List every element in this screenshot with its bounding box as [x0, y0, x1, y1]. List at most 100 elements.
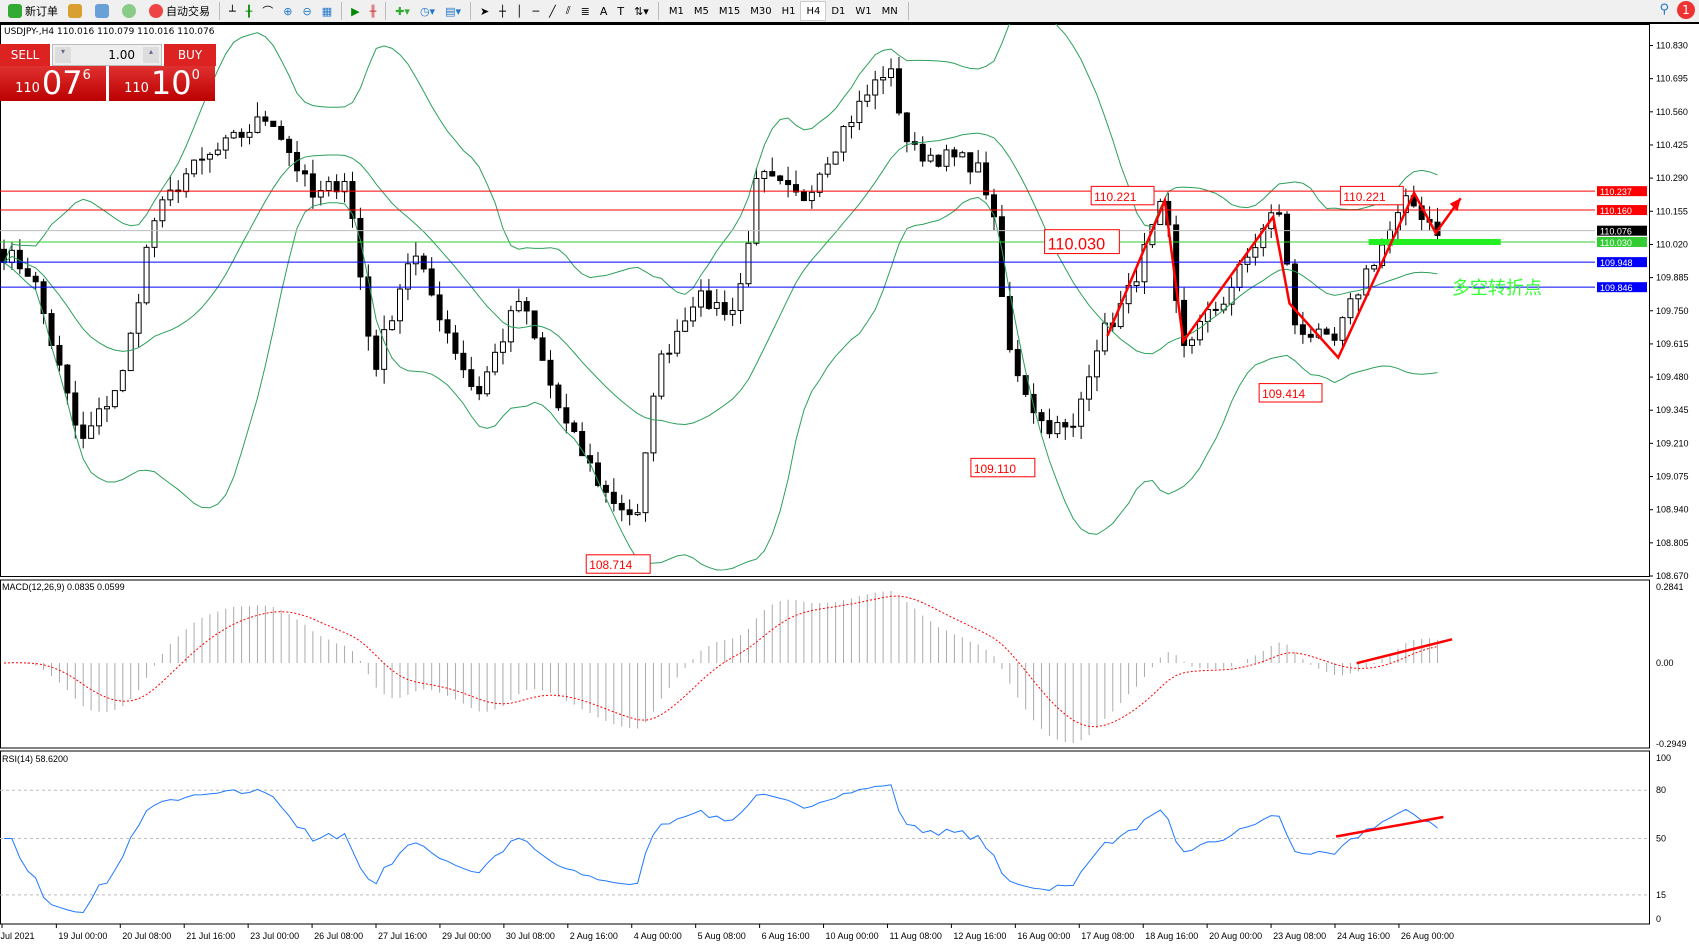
lot-size-input[interactable]: 1.00 ▾ ▴: [52, 44, 162, 66]
search-icon[interactable]: ⚲: [1659, 2, 1669, 17]
lot-decrease-button[interactable]: ▾: [55, 47, 71, 63]
auto-trading-icon: [149, 4, 163, 18]
timeframe-m30[interactable]: M30: [750, 5, 772, 17]
trendline-tool[interactable]: ╱: [549, 4, 556, 18]
line-chart-button[interactable]: ⌒: [262, 5, 274, 18]
separator: [385, 2, 387, 20]
price-tag: [1597, 236, 1647, 247]
timeframe-d1[interactable]: D1: [831, 5, 846, 17]
candle-body: [183, 173, 190, 193]
timeframe-h4[interactable]: H4: [800, 1, 827, 21]
indicators-button[interactable]: ✚▾: [395, 4, 410, 18]
timeframe-m1[interactable]: M1: [668, 5, 684, 17]
candle-body: [832, 151, 839, 165]
zoom-out-button[interactable]: ⊖: [302, 4, 312, 18]
candle-body: [793, 184, 799, 193]
text-tool[interactable]: A: [599, 4, 608, 18]
time-axis-label: 16 Jul 2021: [0, 931, 35, 941]
signals-button[interactable]: [118, 1, 143, 21]
timeframe-h1[interactable]: H1: [781, 5, 796, 17]
price-axis-label: 110.020: [1656, 239, 1688, 249]
candle-body: [729, 309, 736, 315]
candle-body: [824, 163, 831, 175]
fibonacci-tool[interactable]: ≣: [580, 4, 590, 18]
price-annotation-box: [1090, 185, 1155, 206]
time-axis-label: 5 Aug 08:00: [698, 931, 746, 941]
candle-body: [333, 181, 340, 193]
crosshair-tool[interactable]: ┼: [499, 4, 506, 18]
candle-body: [103, 406, 110, 410]
price-tag: [1597, 225, 1647, 236]
timeframe-m15[interactable]: M15: [718, 5, 741, 17]
arrows-tool[interactable]: ⇅▾: [634, 4, 649, 18]
timeframe-m5[interactable]: M5: [693, 5, 709, 17]
signals-icon: [122, 4, 136, 18]
candle-body: [206, 153, 213, 160]
candle-body: [507, 310, 514, 343]
time-axis-label: 12 Aug 16:00: [953, 931, 1006, 941]
candle-body: [397, 288, 403, 322]
candle-body: [531, 310, 538, 339]
candlestick-button[interactable]: ╂: [245, 4, 253, 18]
tile-windows-button[interactable]: ▦: [321, 4, 333, 18]
timeframe-w1[interactable]: W1: [855, 5, 872, 17]
candle-body: [246, 131, 253, 138]
candle-body: [1014, 349, 1021, 377]
price-annotation: 110.221: [1094, 190, 1137, 204]
vertical-line-tool[interactable]: │: [515, 4, 523, 18]
autoscroll-button[interactable]: ▶: [351, 4, 360, 18]
candle-body: [436, 294, 443, 321]
bollinger-upper: [3, 24, 1438, 295]
price-axis-label: 108.940: [1656, 505, 1689, 515]
sell-button[interactable]: SELL: [0, 44, 50, 66]
candle-body: [341, 181, 348, 193]
lot-increase-button[interactable]: ▴: [143, 47, 159, 63]
candle-body: [959, 152, 966, 158]
candle-body: [222, 137, 229, 151]
new-order-icon: [8, 4, 22, 18]
buy-price[interactable]: 110 10 0: [109, 66, 215, 101]
candle-body: [1093, 350, 1100, 378]
time-axis-label: 16 Aug 00:00: [1017, 931, 1070, 941]
chart-shift-button[interactable]: ╫: [369, 4, 377, 18]
buy-button[interactable]: BUY: [164, 44, 216, 66]
candle-body: [808, 191, 815, 202]
candle-body: [1070, 425, 1077, 428]
periods-button[interactable]: ◷▾: [419, 4, 436, 18]
channel-tool[interactable]: ⫽: [565, 4, 571, 17]
price-annotation-box: [585, 554, 651, 574]
bar-chart-button[interactable]: ┴: [229, 4, 236, 18]
macd-axis-label: 0.2841: [1656, 582, 1684, 592]
candle-body: [1062, 422, 1069, 428]
chart-area[interactable]: 110.830 110.695 110.560 110.425 110.290 110.1…: [0, 24, 1699, 946]
candle-body: [468, 369, 475, 387]
price-axis-label: 110.425: [1656, 140, 1688, 150]
timeframe-mn[interactable]: MN: [881, 5, 898, 17]
candle-body: [1046, 420, 1053, 435]
candle-body: [262, 116, 269, 122]
sell-price[interactable]: 110 07 6: [0, 66, 106, 101]
candle-body: [381, 329, 388, 370]
time-axis-label: 20 Jul 08:00: [122, 931, 171, 941]
alert-badge[interactable]: 1: [1677, 1, 1695, 19]
templates-button[interactable]: ▤▾: [445, 4, 461, 18]
candle-body: [872, 79, 879, 96]
candle-body: [595, 462, 601, 486]
text-label-tool[interactable]: T: [617, 4, 625, 18]
price-axis-label: 110.695: [1656, 74, 1688, 84]
candle-body: [1189, 339, 1195, 346]
candle-body: [119, 370, 126, 392]
zoom-in-button[interactable]: ⊕: [283, 4, 293, 18]
cursor-tool[interactable]: ➤: [479, 4, 490, 18]
candle-body: [888, 68, 895, 79]
market-watch-button[interactable]: [91, 1, 116, 21]
history-center-button[interactable]: [64, 1, 89, 21]
candle-body: [1054, 422, 1061, 435]
auto-trading-button[interactable]: 自动交易: [145, 1, 214, 21]
horizontal-line-tool[interactable]: ─: [532, 4, 540, 18]
timeframe-bar: M1 M5 M15 M30 H1 H4 D1 W1 MN: [664, 1, 903, 21]
candles: [1, 57, 1441, 526]
new-order-button[interactable]: 新订单: [4, 1, 62, 21]
candle-body: [72, 392, 79, 426]
price-axis-label: 109.885: [1656, 273, 1689, 283]
